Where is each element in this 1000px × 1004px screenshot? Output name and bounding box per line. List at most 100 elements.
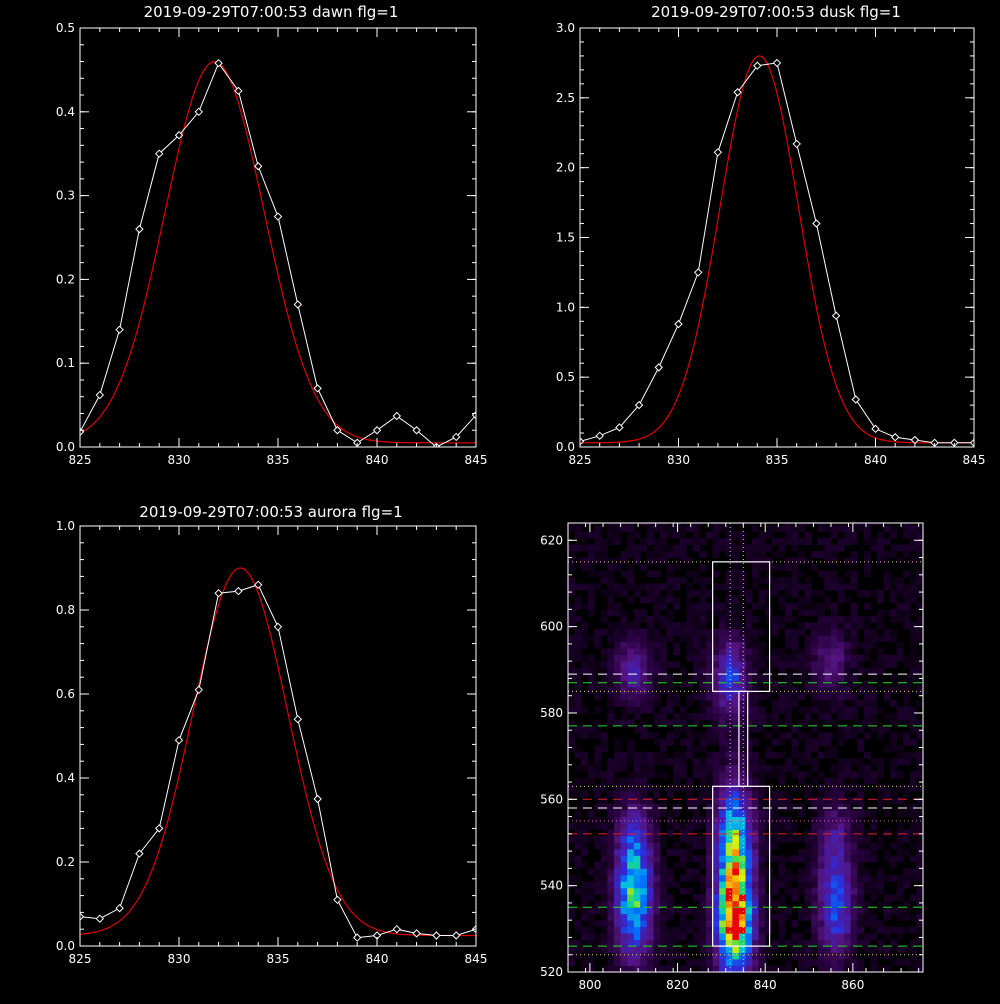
heatmap-cell	[903, 687, 911, 694]
heatmap-cell	[719, 881, 727, 889]
heatmap-cell	[646, 907, 654, 915]
heatmap-cell	[883, 933, 891, 941]
heatmap-cell	[640, 725, 648, 733]
heatmap-cell	[633, 706, 641, 714]
heatmap-cell	[568, 959, 575, 966]
heatmap-cell	[909, 771, 917, 779]
data-point	[674, 319, 683, 329]
heatmap-cell	[640, 816, 648, 824]
heatmap-cell	[725, 868, 733, 876]
heatmap-cell	[916, 861, 923, 869]
heatmap-cell	[581, 848, 589, 856]
heatmap-cell	[817, 803, 825, 811]
heatmap-cell	[824, 602, 832, 610]
heatmap-cell	[870, 700, 878, 707]
heatmap-cell	[627, 693, 635, 701]
heatmap-cell	[719, 926, 727, 934]
heatmap-cell	[752, 861, 760, 869]
heatmap-cell	[791, 771, 799, 779]
heatmap-cell	[778, 868, 786, 876]
heatmap-cell	[778, 764, 786, 772]
heatmap-cell	[614, 784, 621, 792]
x-tick-label: 840	[754, 978, 777, 992]
heatmap-cell	[804, 855, 812, 863]
heatmap-cell	[811, 680, 819, 688]
heatmap-cell	[581, 732, 589, 740]
heatmap-cell	[607, 622, 615, 630]
heatmap-cell	[581, 894, 589, 902]
heatmap-cell	[824, 933, 832, 941]
heatmap-cell	[646, 680, 654, 688]
heatmap-cell	[804, 784, 812, 792]
heatmap-cell	[830, 732, 838, 740]
heatmap-cell	[607, 641, 615, 649]
heatmap-cell	[633, 777, 641, 785]
heatmap-cell	[811, 706, 819, 714]
heatmap-cell	[666, 738, 674, 746]
heatmap-cell	[614, 816, 621, 824]
heatmap-cell	[607, 609, 615, 617]
heatmap-cell	[646, 965, 654, 972]
heatmap-cell	[620, 674, 628, 681]
heatmap-cell	[896, 758, 904, 766]
heatmap-cell	[745, 933, 753, 941]
heatmap-cell	[706, 784, 714, 792]
heatmap-cell	[607, 777, 615, 785]
heatmap-cell	[844, 628, 852, 636]
y-tick-label: 0.0	[556, 440, 575, 454]
heatmap-cell	[817, 751, 825, 759]
heatmap-cell	[679, 965, 687, 972]
heatmap-cell	[811, 874, 819, 882]
heatmap-cell	[568, 881, 575, 889]
heatmap-cell	[830, 861, 838, 869]
heatmap-cell	[870, 674, 878, 681]
heatmap-cell	[712, 712, 720, 720]
heatmap-cell	[890, 764, 898, 772]
heatmap-cell	[666, 628, 674, 636]
heatmap-cell	[587, 764, 595, 772]
heatmap-cell	[738, 628, 746, 636]
heatmap-cell	[712, 952, 720, 960]
heatmap-cell	[738, 829, 746, 837]
heatmap-cell	[699, 732, 707, 740]
heatmap-cell	[646, 570, 654, 578]
heatmap-cell	[607, 842, 615, 850]
heatmap-cell	[824, 823, 832, 830]
heatmap-cell	[830, 693, 838, 701]
heatmap-cell	[587, 868, 595, 876]
heatmap-cell	[909, 842, 917, 850]
heatmap-cell	[607, 946, 615, 953]
heatmap-cell	[686, 803, 694, 811]
heatmap-cell	[660, 706, 668, 714]
heatmap-cell	[850, 913, 858, 921]
heatmap-cell	[732, 706, 740, 714]
heatmap-cell	[594, 790, 602, 798]
heatmap-cell	[653, 965, 661, 972]
heatmap-cell	[725, 836, 733, 843]
heatmap-cell	[706, 842, 714, 850]
heatmap-cell	[574, 635, 582, 643]
heatmap-cell	[850, 926, 858, 934]
heatmap-cell	[620, 777, 628, 785]
heatmap-cell	[811, 661, 819, 669]
heatmap-cell	[890, 874, 898, 882]
heatmap-cell	[771, 855, 779, 863]
heatmap-cell	[896, 784, 904, 792]
heatmap-cell	[896, 913, 904, 921]
heatmap-cell	[581, 523, 589, 526]
heatmap-cell	[798, 596, 806, 604]
heatmap-cell	[686, 777, 694, 785]
heatmap-cell	[706, 771, 714, 779]
heatmap-cell	[791, 823, 799, 830]
heatmap-cell	[830, 615, 838, 623]
heatmap-cell	[646, 693, 654, 701]
heatmap-cell	[738, 544, 746, 552]
heatmap-cell	[627, 900, 635, 908]
heatmap-cell	[850, 531, 858, 539]
heatmap-cell	[607, 719, 615, 727]
heatmap-cell	[706, 926, 714, 934]
data-point	[615, 423, 624, 432]
heatmap-cell	[574, 829, 582, 837]
heatmap-cell	[784, 680, 792, 688]
heatmap-cell	[798, 551, 806, 558]
